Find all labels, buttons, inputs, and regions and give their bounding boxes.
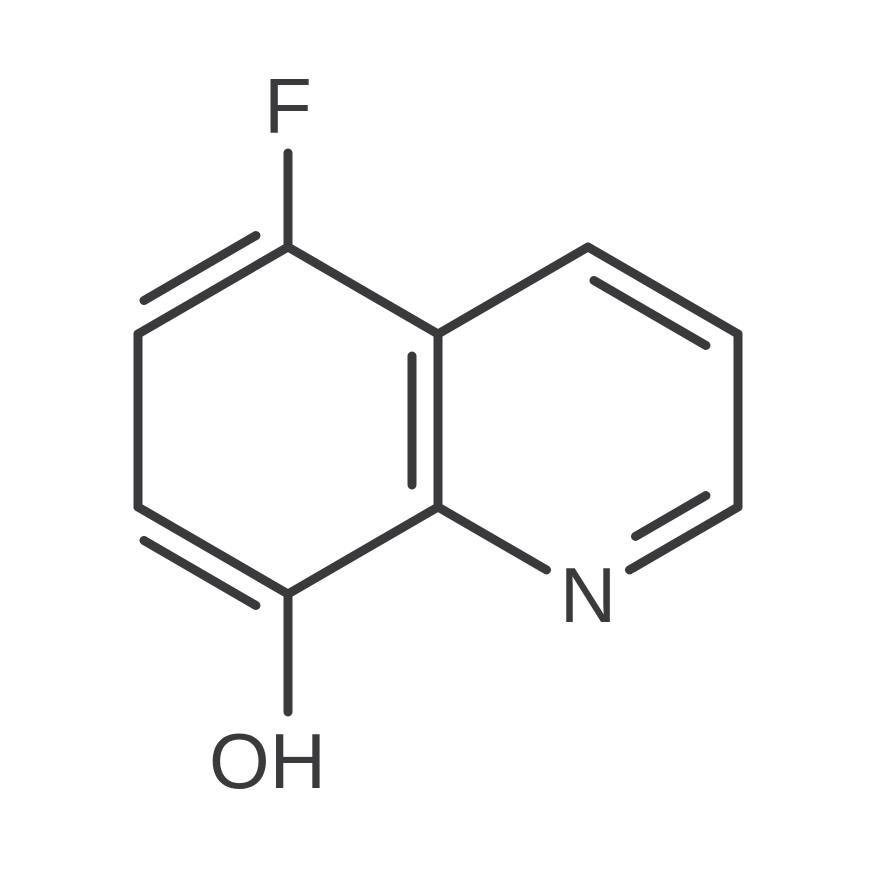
atom-label-oh: OH <box>209 717 326 805</box>
bond-line <box>288 247 438 334</box>
bonds-group <box>138 153 738 712</box>
bond-line <box>594 281 706 346</box>
bond-line <box>630 507 738 570</box>
bond-line <box>438 247 588 334</box>
atom-label-f: F <box>264 62 312 150</box>
bond-line <box>144 541 256 606</box>
atom-label-n: N <box>560 551 616 639</box>
bond-line <box>288 507 438 594</box>
bond-line <box>438 507 546 570</box>
bond-line <box>144 236 256 301</box>
molecule-diagram: F N OH <box>0 0 890 890</box>
